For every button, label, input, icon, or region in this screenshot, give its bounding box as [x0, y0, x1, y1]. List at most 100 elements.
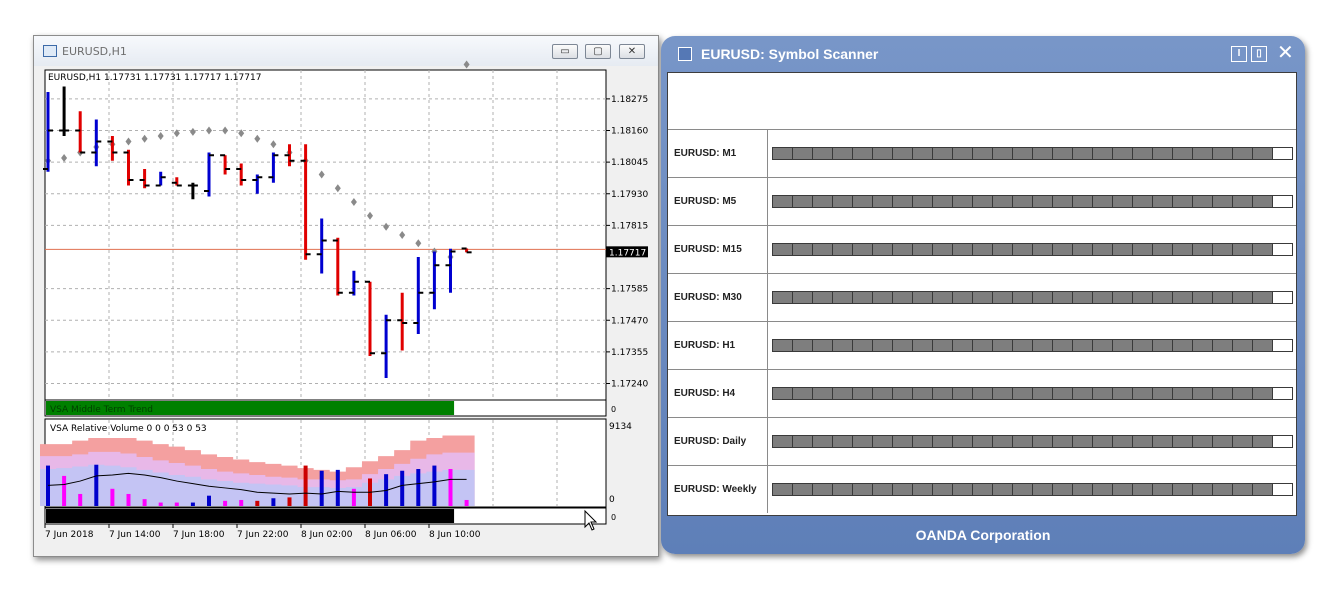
- scanner-signal-cell: [853, 196, 873, 207]
- scanner-signal-cell: [893, 196, 913, 207]
- scanner-signal-cell: [773, 196, 793, 207]
- volume-max-label: 9134: [609, 422, 632, 432]
- scanner-info-button[interactable]: I: [1231, 46, 1247, 62]
- scanner-signal-cell: [813, 148, 833, 159]
- scanner-signal-cell: [973, 436, 993, 447]
- time-label: 7 Jun 14:00: [109, 530, 161, 540]
- scanner-signal-cell: [1033, 388, 1053, 399]
- scanner-signal-cell: [853, 436, 873, 447]
- scanner-signal-cell: [1173, 292, 1193, 303]
- scanner-signal-cell: [953, 340, 973, 351]
- minimize-button[interactable]: ▭: [552, 44, 578, 59]
- scanner-signal-cell: [1053, 388, 1073, 399]
- psar-dot: [173, 129, 180, 138]
- chart-titlebar[interactable]: EURUSD,H1 ▭ ▢ ✕: [34, 36, 658, 66]
- psar-dot: [318, 170, 325, 179]
- scanner-row: EURUSD: M15: [668, 225, 1296, 273]
- psar-dot: [206, 126, 212, 135]
- scanner-signal-cell: [1093, 196, 1113, 207]
- scanner-signal-cell: [1193, 388, 1213, 399]
- scanner-row: EURUSD: Weekly: [668, 465, 1296, 513]
- scanner-signal-cell: [1253, 292, 1273, 303]
- scanner-signal-cell: [1033, 340, 1053, 351]
- chart-header-text: EURUSD,H1 1.17731 1.17731 1.17717 1.1771…: [48, 73, 261, 83]
- scanner-signal-cell: [813, 340, 833, 351]
- scanner-signal-cell: [1253, 148, 1273, 159]
- scanner-signal-cell: [1233, 340, 1253, 351]
- time-label: 7 Jun 2018: [45, 530, 94, 540]
- price-tick-label: 1.17815: [611, 221, 648, 231]
- scanner-signal-cell: [1193, 148, 1213, 159]
- volume-indicator-label: VSA Relative Volume 0 0 0 53 0 53: [50, 424, 207, 434]
- scanner-signal-cell: [833, 244, 853, 255]
- scanner-signal-cell: [993, 436, 1013, 447]
- time-label: 7 Jun 22:00: [237, 530, 289, 540]
- price-chart[interactable]: 1.18275 1.18160 1.18045 1.17930 1.17815 1.175…: [34, 36, 658, 556]
- volume-bar: [78, 493, 83, 506]
- scanner-signal-cell: [1013, 340, 1033, 351]
- volume-bar: [400, 470, 405, 506]
- volume-band-inner: [40, 464, 475, 506]
- scanner-signal-cell: [973, 196, 993, 207]
- volume-bar: [94, 464, 99, 506]
- scanner-signal-cell: [1013, 484, 1033, 495]
- scanner-row: EURUSD: M1: [668, 129, 1296, 177]
- scanner-signal-cell: [1213, 292, 1233, 303]
- scanner-signal-cell: [893, 292, 913, 303]
- scanner-signal-cell: [1253, 436, 1273, 447]
- scanner-signal-cell: [1233, 196, 1253, 207]
- scanner-signal-cell: [1213, 244, 1233, 255]
- psar-dot: [463, 60, 470, 69]
- scanner-signal-cell: [1133, 340, 1153, 351]
- scanner-signal-cell: [873, 436, 893, 447]
- scanner-signal-cell: [813, 292, 833, 303]
- scanner-titlebar[interactable]: EURUSD: Symbol Scanner I ▯ ✕: [665, 40, 1301, 70]
- scanner-signal-cell: [833, 388, 853, 399]
- price-tick-label: 1.17470: [611, 316, 648, 326]
- symbol-scanner-window[interactable]: EURUSD: Symbol Scanner I ▯ ✕ EURUSD: M1 E…: [661, 36, 1305, 554]
- scanner-signal-cell: [1093, 388, 1113, 399]
- scanner-signal-cell: [773, 244, 793, 255]
- chart-window[interactable]: EURUSD,H1 ▭ ▢ ✕ 1.18275 1.18160 1.18045 1.1…: [33, 35, 659, 557]
- scanner-signal-cell: [1013, 148, 1033, 159]
- scanner-signal-cell: [1253, 196, 1273, 207]
- maximize-button[interactable]: ▢: [585, 44, 611, 59]
- scanner-signal-cell: [793, 196, 813, 207]
- scanner-signal-cell: [1173, 244, 1193, 255]
- scanner-restore-button[interactable]: ▯: [1251, 46, 1267, 62]
- close-button[interactable]: ✕: [619, 44, 645, 59]
- scanner-close-button[interactable]: ✕: [1277, 42, 1294, 64]
- scanner-signal-cell: [853, 484, 873, 495]
- scanner-logo-icon: [678, 47, 692, 61]
- scanner-signal-bar: [772, 483, 1293, 496]
- scanner-signal-cell: [913, 148, 933, 159]
- scanner-signal-cell: [1233, 292, 1253, 303]
- scanner-signal-cell: [1193, 484, 1213, 495]
- volume-bar: [142, 499, 147, 506]
- scanner-signal-cell: [1073, 484, 1093, 495]
- scanner-signal-cell: [953, 196, 973, 207]
- volume-bar: [239, 499, 244, 506]
- scanner-signal-cell: [1053, 436, 1073, 447]
- scanner-signal-cell: [1133, 196, 1153, 207]
- scanner-signal-cell: [1073, 244, 1093, 255]
- main-plot-area[interactable]: [44, 69, 607, 401]
- scanner-signal-cell: [1153, 484, 1173, 495]
- scanner-signal-cell: [1013, 436, 1033, 447]
- psar-dot: [367, 211, 373, 220]
- scanner-signal-cell: [1053, 340, 1073, 351]
- scanner-signal-cell: [793, 292, 813, 303]
- scanner-row-label: EURUSD: M5: [668, 178, 768, 225]
- scanner-signal-cell: [853, 340, 873, 351]
- scanner-signal-cell: [933, 196, 953, 207]
- scanner-signal-cell: [833, 436, 853, 447]
- scanner-signal-cell: [893, 436, 913, 447]
- scanner-signal-cell: [913, 292, 933, 303]
- psar-dot: [334, 184, 341, 193]
- scanner-signal-cell: [1133, 484, 1153, 495]
- scanner-signal-cell: [1053, 148, 1073, 159]
- psar-dot: [222, 126, 229, 135]
- scanner-signal-cell: [1233, 484, 1253, 495]
- scanner-signal-cell: [1193, 340, 1213, 351]
- scanner-signal-bar: [772, 339, 1293, 352]
